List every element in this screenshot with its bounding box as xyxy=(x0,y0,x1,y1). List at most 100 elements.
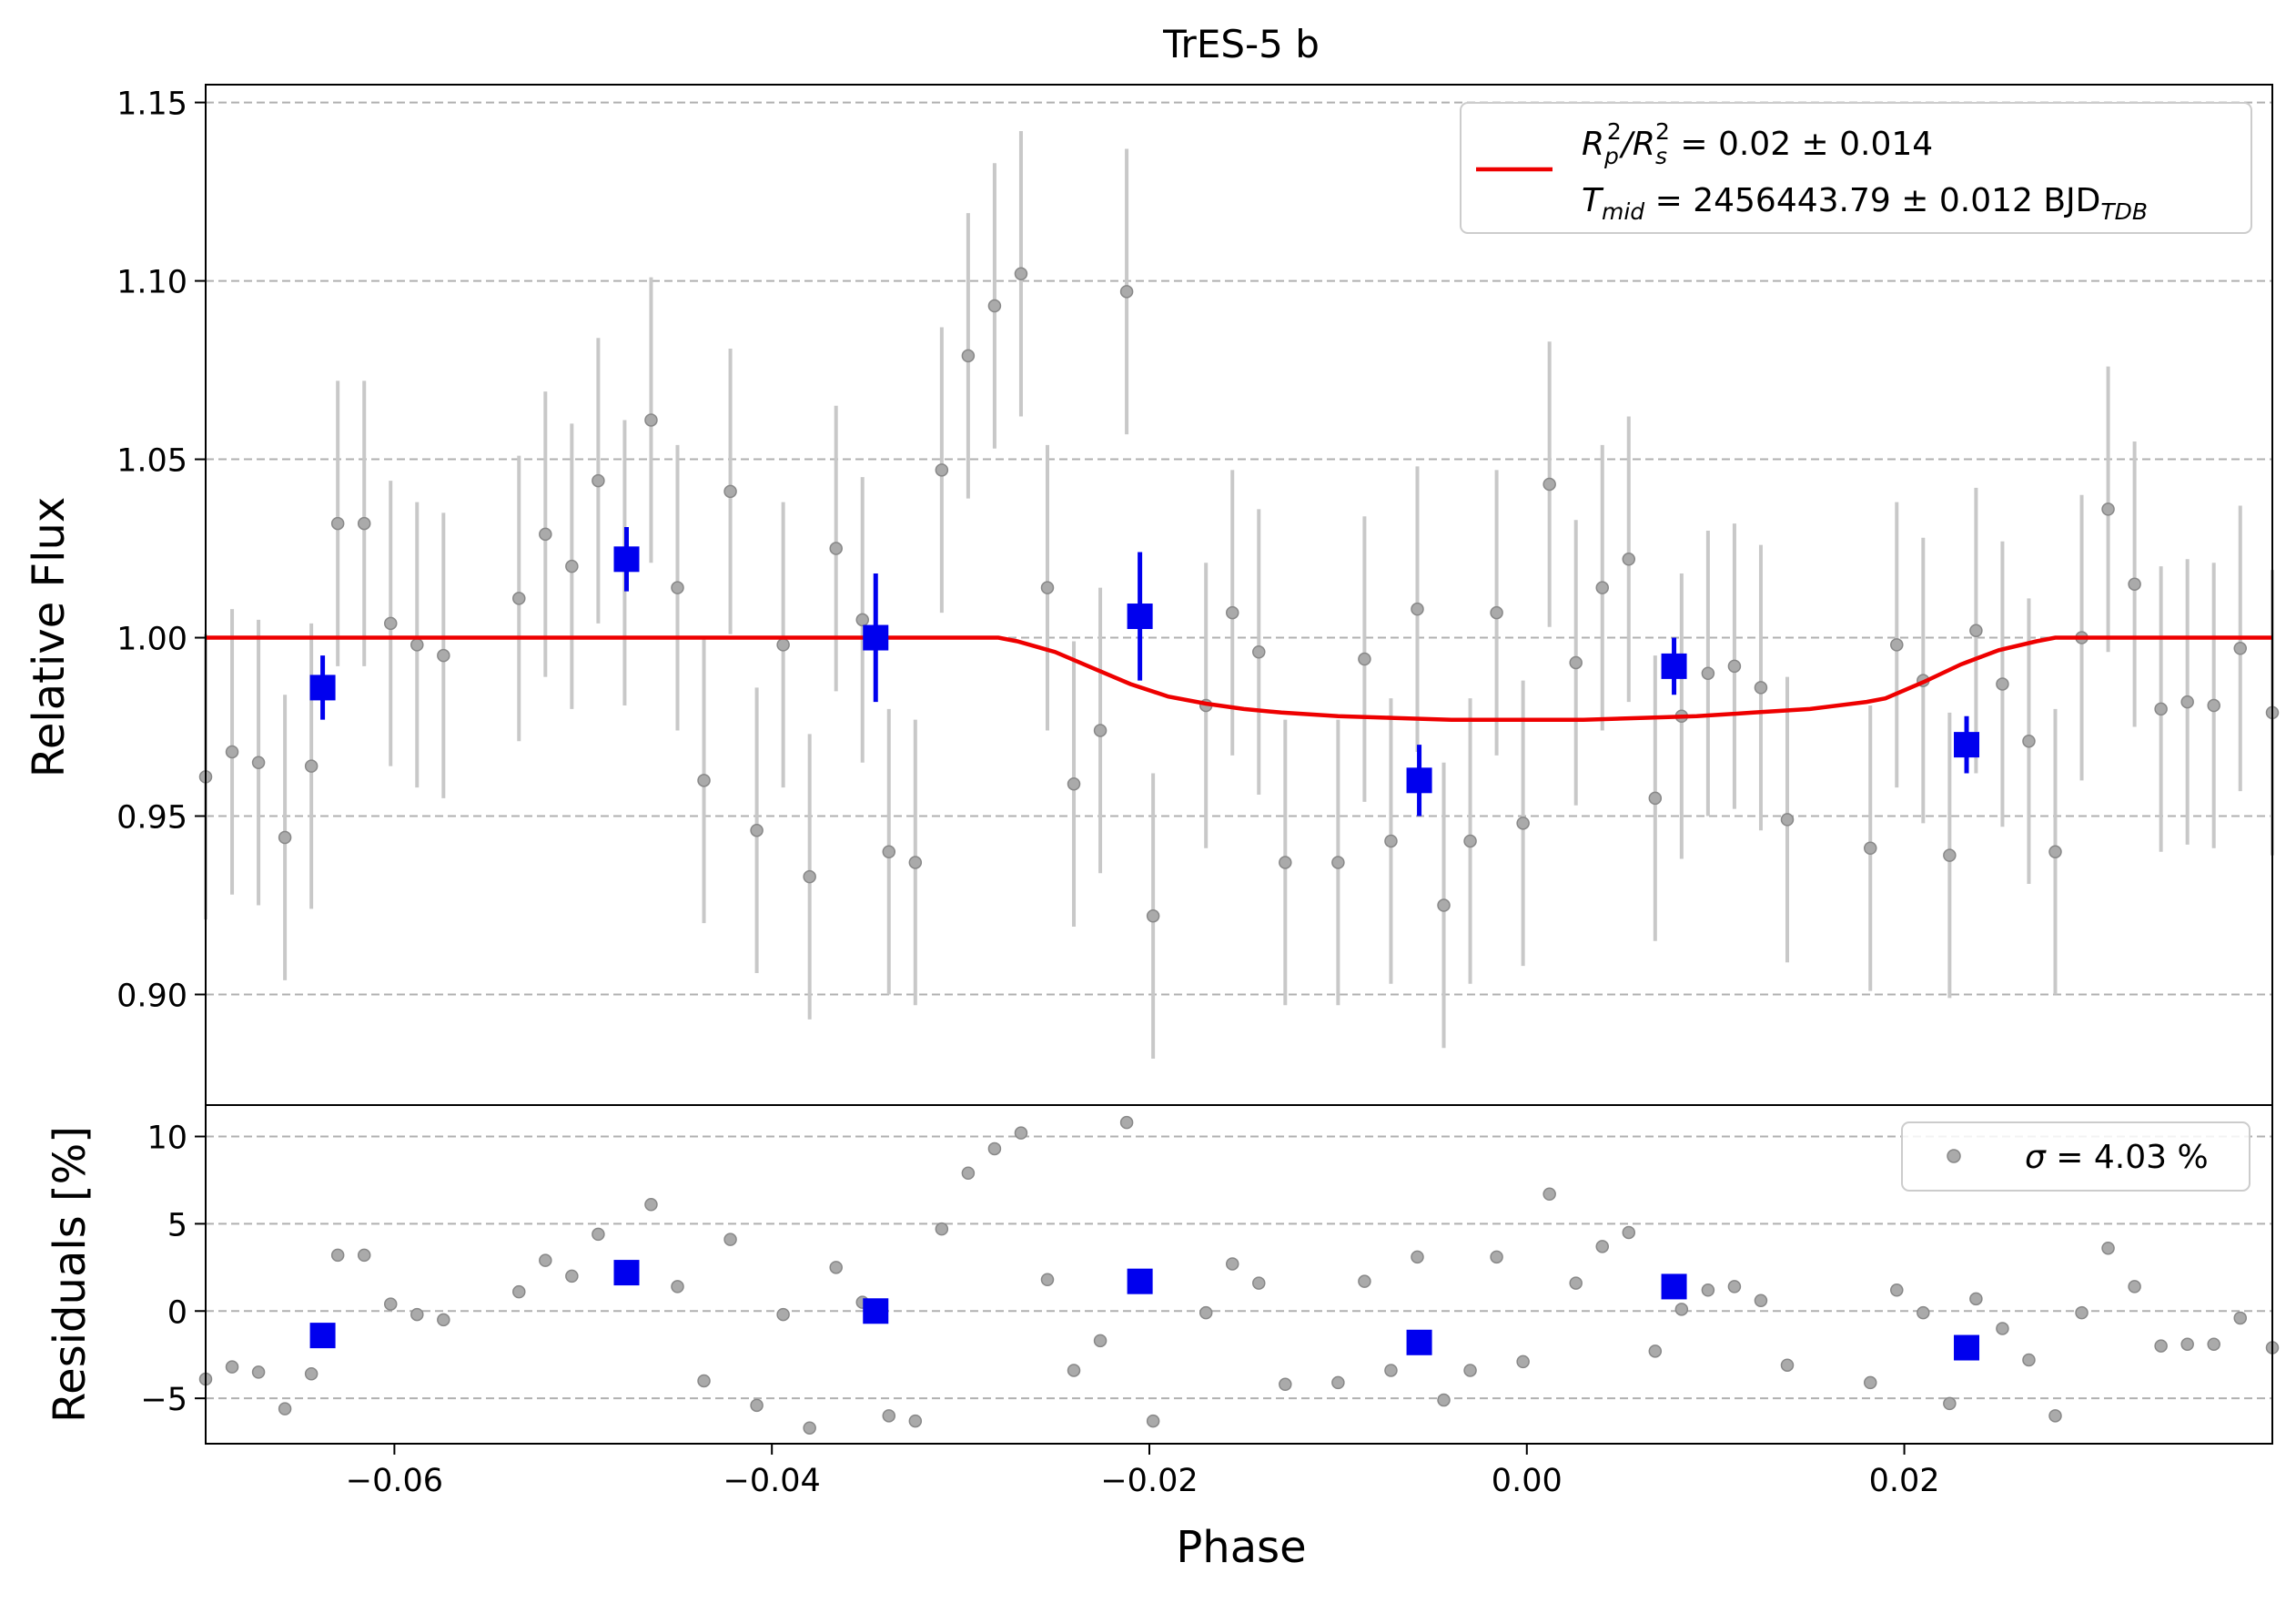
residual-point xyxy=(1463,1364,1477,1377)
residual-point xyxy=(592,1227,605,1242)
residual-point xyxy=(961,1166,976,1181)
binned-point xyxy=(863,624,889,651)
raw-point xyxy=(592,473,605,488)
binned-residual-point xyxy=(1954,1334,1980,1361)
top-y-tick-label: 0.90 xyxy=(116,978,187,1014)
residual-point xyxy=(1014,1126,1028,1140)
x-axis: −0.06 −0.04 −0.02 0.00 0.02 xyxy=(346,1444,1940,1499)
raw-point xyxy=(1146,909,1160,923)
raw-point xyxy=(1252,644,1266,659)
raw-point xyxy=(2022,734,2036,748)
raw-point xyxy=(1411,602,1424,616)
binned-residual-point xyxy=(1127,1268,1153,1294)
raw-point xyxy=(723,484,737,499)
binned-residual-point xyxy=(613,1260,640,1286)
residual-point xyxy=(1384,1364,1398,1377)
top-legend-box xyxy=(1460,102,2252,234)
residual-point xyxy=(1490,1250,1503,1264)
residual-point xyxy=(512,1284,526,1299)
chart-title: TrES-5 b xyxy=(1162,22,1320,66)
raw-point xyxy=(1701,666,1715,680)
x-tick-label: −0.06 xyxy=(346,1463,443,1499)
residual-point xyxy=(882,1409,896,1423)
binned-point xyxy=(309,675,336,701)
raw-point xyxy=(2233,642,2247,655)
raw-point xyxy=(1943,848,1957,862)
residual-point xyxy=(644,1198,658,1212)
raw-point xyxy=(1542,477,1556,492)
bottom-y-axis: −5 0 5 10 xyxy=(140,1121,206,1418)
binned-residual-point xyxy=(1406,1329,1432,1355)
x-tick-label: −0.04 xyxy=(723,1463,821,1499)
top-y-tick-label: 1.15 xyxy=(116,86,187,123)
raw-point xyxy=(1463,834,1477,848)
residual-point xyxy=(750,1398,764,1413)
raw-point xyxy=(987,299,1002,313)
bottom-y-axis-label: Residuals [%] xyxy=(45,1126,96,1423)
binned-point xyxy=(1406,767,1432,794)
raw-point xyxy=(829,542,843,555)
raw-point xyxy=(2128,577,2141,591)
residual-point xyxy=(304,1367,319,1381)
raw-point xyxy=(357,516,371,531)
x-tick-label: −0.02 xyxy=(1100,1463,1198,1499)
top-gridlines xyxy=(206,101,2272,996)
binned-residual-point xyxy=(1661,1273,1687,1300)
residual-point xyxy=(776,1307,790,1322)
binned-residual-point xyxy=(309,1323,336,1349)
raw-point xyxy=(512,592,526,605)
binned-residual-point xyxy=(863,1298,889,1324)
residual-point xyxy=(2048,1409,2062,1423)
residual-point xyxy=(1701,1283,1715,1297)
residual-point xyxy=(1569,1276,1583,1290)
raw-point xyxy=(855,613,869,627)
raw-point xyxy=(1384,834,1398,848)
raw-point xyxy=(671,581,684,594)
residual-point xyxy=(1674,1303,1689,1316)
raw-point xyxy=(383,616,398,631)
residual-point xyxy=(1067,1364,1081,1377)
top-y-tick-label: 1.10 xyxy=(116,265,187,301)
residual-point xyxy=(1996,1322,2009,1335)
top-y-tick-label: 1.00 xyxy=(116,622,187,658)
bottom-legend-residual-swatch xyxy=(1947,1149,1961,1163)
bottom-binned-points xyxy=(309,1260,1980,1361)
residual-point xyxy=(1969,1292,1983,1306)
residual-point xyxy=(1943,1396,1957,1411)
raw-point xyxy=(1622,553,1636,566)
residual-point xyxy=(723,1233,737,1246)
raw-point xyxy=(304,759,319,773)
residual-point xyxy=(1863,1375,1877,1390)
residual-point xyxy=(2128,1280,2141,1294)
residual-point xyxy=(2022,1353,2036,1367)
top-raw-points xyxy=(198,267,2280,923)
raw-point xyxy=(1595,581,1609,594)
raw-point xyxy=(935,463,949,477)
residual-point xyxy=(1595,1240,1609,1253)
binned-point xyxy=(1954,732,1980,758)
residual-point xyxy=(1780,1358,1795,1372)
raw-point xyxy=(2180,695,2194,709)
raw-point xyxy=(437,648,450,663)
bottom-legend-label: σ = 4.03 % xyxy=(2025,1139,2209,1176)
residual-point xyxy=(383,1297,398,1311)
residual-point xyxy=(330,1248,345,1263)
residual-point xyxy=(1917,1305,1930,1320)
residual-point xyxy=(278,1402,292,1415)
bottom-plot-frame xyxy=(205,1104,2273,1445)
raw-point xyxy=(278,830,292,845)
residual-point xyxy=(1279,1377,1292,1392)
raw-point xyxy=(644,413,658,427)
residual-point xyxy=(671,1280,684,1294)
raw-point xyxy=(225,745,239,759)
raw-point xyxy=(1067,776,1081,791)
residual-point xyxy=(1754,1294,1768,1308)
bottom-y-tick-label: 0 xyxy=(167,1294,187,1331)
top-y-axis: 0.90 0.95 1.00 1.05 1.10 1.15 xyxy=(116,86,206,1014)
residual-point xyxy=(1358,1274,1371,1288)
bottom-legend-box xyxy=(1901,1121,2250,1192)
raw-point xyxy=(1648,791,1663,806)
raw-point xyxy=(697,774,711,787)
transit-model-line xyxy=(206,635,2272,722)
residual-point xyxy=(1542,1187,1556,1202)
